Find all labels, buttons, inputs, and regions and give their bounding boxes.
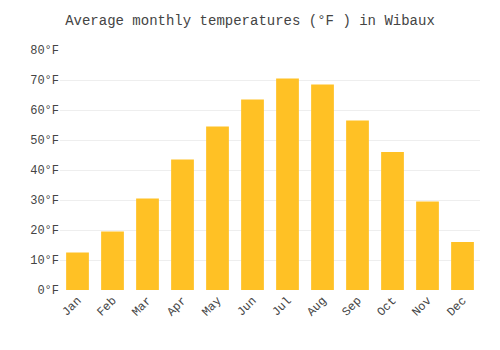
svg-text:Apr: Apr — [164, 294, 189, 319]
svg-text:Jan: Jan — [59, 294, 84, 319]
svg-text:80°F: 80°F — [30, 44, 59, 58]
svg-text:Nov: Nov — [409, 294, 434, 319]
svg-text:Mar: Mar — [129, 294, 154, 319]
svg-text:Oct: Oct — [374, 294, 399, 319]
svg-text:Feb: Feb — [94, 294, 119, 319]
svg-text:Sep: Sep — [339, 294, 364, 319]
svg-text:70°F: 70°F — [30, 74, 59, 88]
svg-text:Jun: Jun — [234, 294, 259, 319]
svg-text:30°F: 30°F — [30, 194, 59, 208]
svg-text:10°F: 10°F — [30, 254, 59, 268]
svg-text:Average monthly temperatures (: Average monthly temperatures (°F ) in Wi… — [65, 13, 435, 29]
svg-text:20°F: 20°F — [30, 224, 59, 238]
svg-text:Jul: Jul — [269, 294, 294, 319]
svg-text:May: May — [199, 294, 224, 319]
svg-text:Aug: Aug — [304, 294, 329, 319]
svg-text:60°F: 60°F — [30, 104, 59, 118]
svg-text:Dec: Dec — [444, 294, 469, 319]
svg-text:0°F: 0°F — [37, 284, 59, 298]
svg-text:50°F: 50°F — [30, 134, 59, 148]
svg-text:40°F: 40°F — [30, 164, 59, 178]
